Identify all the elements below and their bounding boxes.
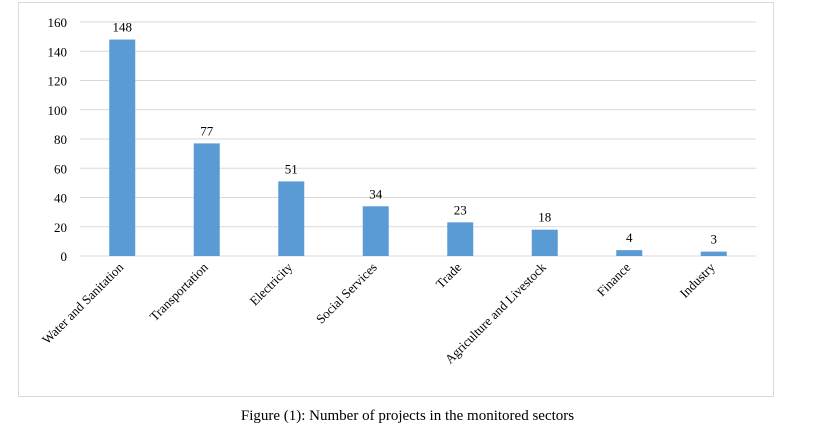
bar <box>278 181 305 256</box>
data-label: 18 <box>538 210 551 225</box>
y-tick-label: 120 <box>48 74 68 89</box>
y-tick-label: 80 <box>54 132 67 147</box>
figure-caption: Figure (1): Number of projects in the mo… <box>240 408 575 424</box>
bar-chart: 0 20 40 60 80 100 120 140 160 148 77 51 34 23 18 4 3 Wa… <box>39 15 756 367</box>
data-label: 23 <box>454 202 467 217</box>
x-tick-label: Water and Sanitation <box>39 259 127 347</box>
x-axis-ticks: Water and Sanitation Transportation Electr… <box>39 259 718 366</box>
bar <box>447 222 474 256</box>
bars <box>109 39 727 256</box>
bar <box>700 251 727 256</box>
y-tick-label: 20 <box>54 220 67 235</box>
bar <box>109 39 136 256</box>
y-axis-ticks: 0 20 40 60 80 100 120 140 160 <box>48 15 68 264</box>
y-tick-label: 100 <box>48 103 68 118</box>
y-tick-label: 60 <box>54 161 67 176</box>
data-labels: 148 77 51 34 23 18 4 3 <box>113 20 718 247</box>
x-tick-label: Transportation <box>146 259 211 324</box>
bar <box>616 250 643 256</box>
bar <box>531 229 558 256</box>
gridlines <box>80 21 756 257</box>
bar <box>193 143 220 256</box>
data-label: 3 <box>711 232 718 247</box>
data-label: 4 <box>626 230 633 245</box>
y-tick-label: 160 <box>48 15 68 30</box>
y-tick-label: 40 <box>54 191 67 206</box>
y-tick-label: 0 <box>61 249 68 264</box>
data-label: 77 <box>200 123 214 138</box>
data-label: 51 <box>285 161 298 176</box>
bar <box>362 206 389 256</box>
x-tick-label: Electricity <box>246 259 295 308</box>
x-tick-label: Industry <box>677 259 719 301</box>
chart-frame <box>18 2 774 397</box>
x-tick-label: Social Services <box>313 260 380 327</box>
y-tick-label: 140 <box>48 44 68 59</box>
x-tick-label: Trade <box>433 259 465 291</box>
data-label: 34 <box>369 186 383 201</box>
data-label: 148 <box>113 20 133 35</box>
x-tick-label: Finance <box>594 259 634 299</box>
